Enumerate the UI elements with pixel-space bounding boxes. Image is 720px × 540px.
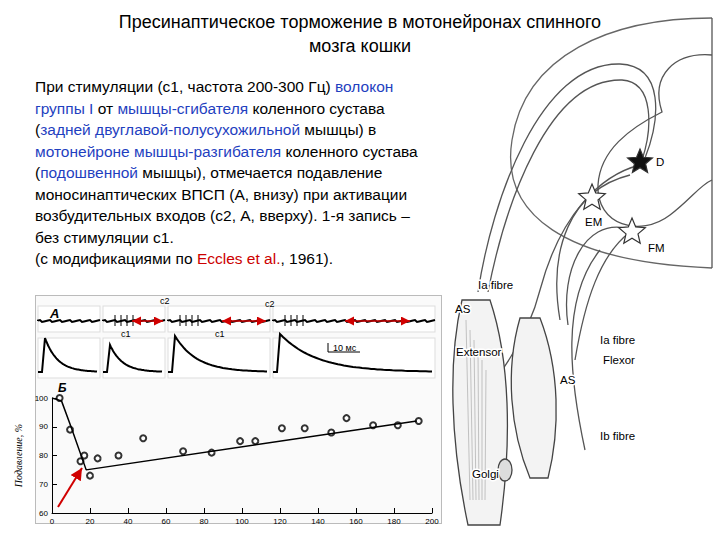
html-text:При стимуляции (c1, частота 20: При стимуляции (c1, частота 200-300 Гц) …	[35, 78, 394, 95]
svg-text:Golgi: Golgi	[472, 468, 499, 480]
svg-text:90: 90	[39, 422, 48, 431]
svg-text:20: 20	[86, 517, 95, 526]
html-text:моносинаптических ВПСП (А, вни: моносинаптических ВПСП (А, внизу) при ак…	[35, 185, 408, 203]
svg-text:80: 80	[200, 517, 209, 526]
svg-text:100: 100	[235, 517, 249, 526]
svg-text:Ia fibre: Ia fibre	[478, 279, 513, 291]
html-text:(подошвенной мышцы), отмечаетс: (подошвенной мышцы), отмечается подавлен…	[35, 164, 383, 181]
svg-text:D: D	[656, 156, 664, 168]
svg-text:180: 180	[387, 517, 401, 526]
svg-text:40: 40	[124, 517, 133, 526]
svg-text:c2: c2	[160, 296, 170, 306]
html-text:без стимуляции c1.: без стимуляции c1.	[35, 228, 174, 246]
svg-text:60: 60	[162, 517, 171, 526]
svg-text:120: 120	[273, 517, 287, 526]
svg-text:60: 60	[39, 509, 48, 518]
html-text:мотонейроне мышцы-разгибателя: мотонейроне мышцы-разгибателя коленного …	[35, 142, 418, 160]
svg-text:Ib fibre: Ib fibre	[600, 430, 635, 442]
svg-text:70: 70	[39, 480, 48, 489]
svg-text:140: 140	[311, 517, 325, 526]
svg-text:Б: Б	[58, 381, 67, 395]
html-text:(задней двуглавой-полусухожиль: (задней двуглавой-полусухожильной мышцы)…	[35, 121, 377, 138]
svg-text:c1: c1	[121, 329, 131, 339]
svg-text:AS: AS	[455, 303, 471, 315]
svg-text:FM: FM	[648, 242, 665, 254]
html-text:Пресинаптическое торможение в: Пресинаптическое торможение в мотонейрон…	[118, 12, 602, 32]
svg-text:c2: c2	[265, 299, 275, 309]
svg-text:100: 100	[35, 394, 49, 403]
svg-text:0: 0	[50, 517, 55, 526]
svg-text:Подавление, %: Подавление, %	[13, 424, 24, 488]
svg-text:Extensor: Extensor	[456, 346, 502, 358]
html-text:возбудительных входов (c2, А,: возбудительных входов (c2, А, вверху). 1…	[35, 207, 410, 224]
svg-text:Ia fibre: Ia fibre	[600, 334, 635, 346]
html-text:группы I от мышцы-сгибателя ко: группы I от мышцы-сгибателя коленного су…	[35, 99, 385, 117]
svg-text:AS: AS	[560, 374, 576, 386]
svg-text:Flexor: Flexor	[603, 354, 635, 366]
html-text:мозга кошки: мозга кошки	[309, 36, 411, 56]
svg-text:10 мс: 10 мс	[333, 343, 357, 353]
svg-text:80: 80	[39, 451, 48, 460]
svg-text:EM: EM	[585, 216, 602, 228]
html-text:(с модификациями по Eccles et: (с модификациями по Eccles et al., 1961)…	[35, 250, 333, 267]
svg-text:200: 200	[425, 517, 439, 526]
svg-text:160: 160	[349, 517, 363, 526]
svg-text:c1: c1	[215, 329, 225, 339]
svg-text:A: A	[49, 306, 59, 321]
